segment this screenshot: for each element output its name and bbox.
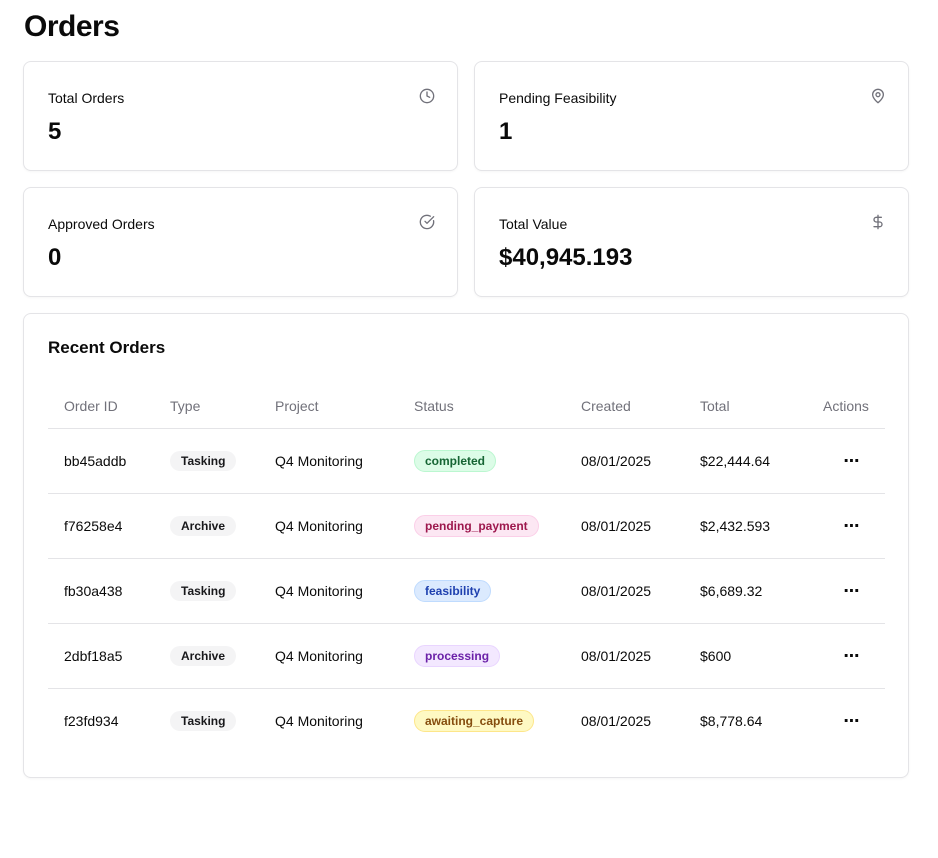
status-badge: feasibility — [414, 580, 492, 602]
table-row: f76258e4 Archive Q4 Monitoring pending_p… — [48, 493, 885, 559]
created-date: 08/01/2025 — [581, 493, 700, 559]
type-badge: Tasking — [170, 711, 237, 731]
stat-label: Total Value — [499, 216, 568, 232]
order-total: $22,444.64 — [700, 428, 823, 494]
orders-table: Order ID Type Project Status Created Tot… — [48, 384, 885, 753]
column-header-status: Status — [414, 384, 581, 429]
project-name: Q4 Monitoring — [275, 558, 414, 624]
project-name: Q4 Monitoring — [275, 713, 363, 729]
type-badge: Archive — [170, 646, 237, 666]
more-actions-icon[interactable]: ⋯ — [843, 518, 861, 535]
stat-label: Pending Feasibility — [499, 90, 617, 106]
created-date: 08/01/2025 — [581, 558, 700, 624]
stat-value: 0 — [48, 244, 62, 271]
column-header-created: Created — [581, 384, 700, 429]
order-total: $8,778.64 — [700, 713, 763, 729]
map-pin-icon — [870, 88, 886, 104]
stat-label: Approved Orders — [48, 216, 155, 232]
order-id: bb45addb — [48, 428, 170, 494]
order-total: $2,432.593 — [700, 493, 823, 559]
type-badge: Archive — [170, 516, 237, 536]
clock-icon — [419, 88, 435, 104]
type-badge: Tasking — [170, 451, 237, 471]
more-actions-icon[interactable]: ⋯ — [843, 648, 861, 665]
project-name: Q4 Monitoring — [275, 623, 414, 689]
table-row: f23fd934 Tasking Q4 Monitoring awaiting_… — [48, 689, 885, 754]
table-row: 2dbf18a5 Archive Q4 Monitoring processin… — [48, 623, 885, 689]
stat-card-pending-feasibility: Pending Feasibility 1 — [474, 61, 909, 171]
order-total: $6,689.32 — [700, 558, 823, 624]
stat-value: $40,945.193 — [499, 244, 633, 271]
status-badge: completed — [414, 450, 497, 472]
more-actions-icon[interactable]: ⋯ — [843, 583, 861, 600]
order-id: fb30a438 — [48, 558, 170, 624]
status-badge: processing — [414, 645, 501, 667]
stat-card-total-value: Total Value $40,945.193 — [474, 187, 909, 297]
stat-value: 5 — [48, 118, 62, 145]
column-header-actions: Actions — [823, 384, 885, 429]
column-header-total: Total — [700, 384, 823, 429]
column-header-project: Project — [275, 384, 414, 429]
status-badge: pending_payment — [414, 515, 539, 537]
recent-orders-card: Recent Orders Order ID Type Project Stat… — [23, 313, 909, 778]
more-actions-icon[interactable]: ⋯ — [843, 713, 861, 730]
stat-card-approved-orders: Approved Orders 0 — [23, 187, 458, 297]
stat-label: Total Orders — [48, 90, 125, 106]
recent-orders-title: Recent Orders — [48, 338, 166, 357]
project-name: Q4 Monitoring — [275, 493, 414, 559]
check-circle-icon — [419, 214, 435, 230]
stat-card-total-orders: Total Orders 5 — [23, 61, 458, 171]
table-row: bb45addb Tasking Q4 Monitoring completed… — [48, 428, 885, 494]
order-total: $600 — [700, 623, 823, 689]
order-id: f76258e4 — [48, 493, 170, 559]
more-actions-icon[interactable]: ⋯ — [843, 453, 861, 470]
table-row: fb30a438 Tasking Q4 Monitoring feasibili… — [48, 558, 885, 624]
dollar-icon — [870, 214, 886, 230]
stat-value: 1 — [499, 118, 513, 145]
status-badge: awaiting_capture — [414, 710, 535, 732]
created-date: 08/01/2025 — [581, 623, 700, 689]
order-id: 2dbf18a5 — [48, 623, 170, 689]
order-id: f23fd934 — [64, 713, 119, 729]
type-badge: Tasking — [170, 581, 237, 601]
table-header-row: Order ID Type Project Status Created Tot… — [48, 384, 885, 429]
created-date: 08/01/2025 — [581, 428, 700, 494]
page-title: Orders — [24, 10, 120, 43]
project-name: Q4 Monitoring — [275, 428, 414, 494]
created-date: 08/01/2025 — [581, 713, 652, 729]
column-header-order-id: Order ID — [48, 384, 170, 429]
column-header-type: Type — [170, 384, 275, 429]
